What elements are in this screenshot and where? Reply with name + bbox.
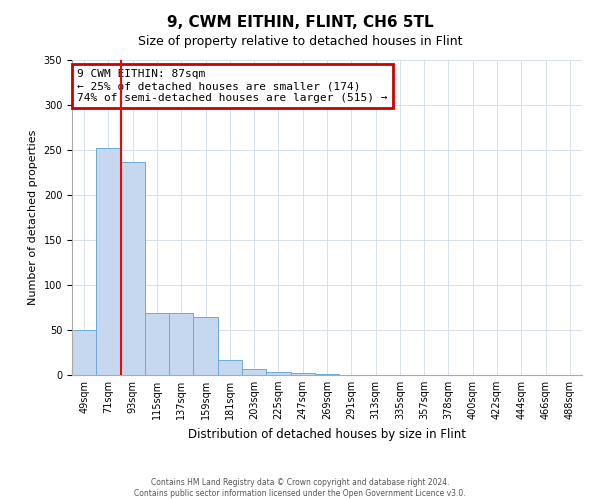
Bar xyxy=(72,330,96,375)
Text: Size of property relative to detached houses in Flint: Size of property relative to detached ho… xyxy=(138,35,462,48)
Bar xyxy=(145,313,169,375)
Text: 9 CWM EITHIN: 87sqm
← 25% of detached houses are smaller (174)
74% of semi-detac: 9 CWM EITHIN: 87sqm ← 25% of detached ho… xyxy=(77,70,388,102)
Bar xyxy=(96,148,121,375)
Bar xyxy=(290,373,315,375)
X-axis label: Distribution of detached houses by size in Flint: Distribution of detached houses by size … xyxy=(188,428,466,440)
Bar xyxy=(315,374,339,375)
Bar xyxy=(218,360,242,375)
Bar xyxy=(169,313,193,375)
Bar xyxy=(121,162,145,375)
Text: Contains HM Land Registry data © Crown copyright and database right 2024.
Contai: Contains HM Land Registry data © Crown c… xyxy=(134,478,466,498)
Bar xyxy=(193,318,218,375)
Bar xyxy=(242,368,266,375)
Y-axis label: Number of detached properties: Number of detached properties xyxy=(28,130,38,305)
Bar xyxy=(266,372,290,375)
Text: 9, CWM EITHIN, FLINT, CH6 5TL: 9, CWM EITHIN, FLINT, CH6 5TL xyxy=(167,15,433,30)
